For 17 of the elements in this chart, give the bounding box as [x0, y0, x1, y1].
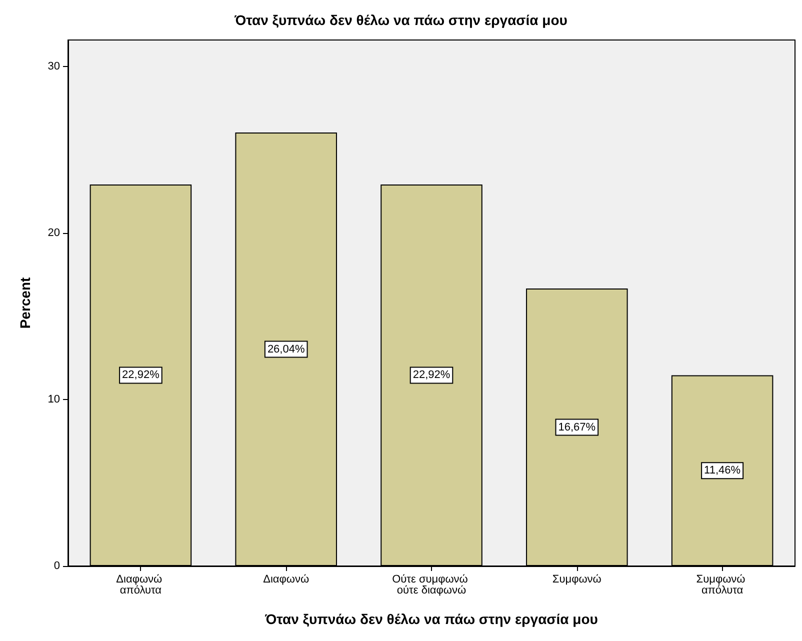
- data-label: 26,04%: [267, 343, 305, 356]
- data-label: 22,92%: [122, 369, 160, 382]
- y-tick-label: 30: [48, 60, 60, 73]
- x-tick-label: Διαφωνώ απόλυτα: [116, 574, 166, 596]
- y-tick-label: 20: [48, 227, 60, 240]
- data-label: 22,92%: [412, 369, 450, 382]
- data-label: 11,46%: [704, 464, 741, 477]
- y-tick-label: 0: [54, 560, 60, 572]
- y-axis-title: Percent: [17, 276, 33, 329]
- y-tick-label: 10: [48, 394, 60, 406]
- x-tick-label: Συμφωνώ απόλυτα: [696, 574, 748, 596]
- x-tick-label: Συμφωνώ: [552, 574, 602, 586]
- x-tick-label: Ούτε συμφωνώ ούτε διαφωνώ: [392, 574, 471, 596]
- data-label: 16,67%: [558, 421, 596, 434]
- x-tick-label: Διαφωνώ: [263, 574, 310, 586]
- x-axis-title: Όταν ξυπνάω δεν θέλω να πάω στην εργασία μου: [264, 611, 598, 627]
- chart-title: Όταν ξυπνάω δεν θέλω να πάω στην εργασία μου: [234, 12, 568, 28]
